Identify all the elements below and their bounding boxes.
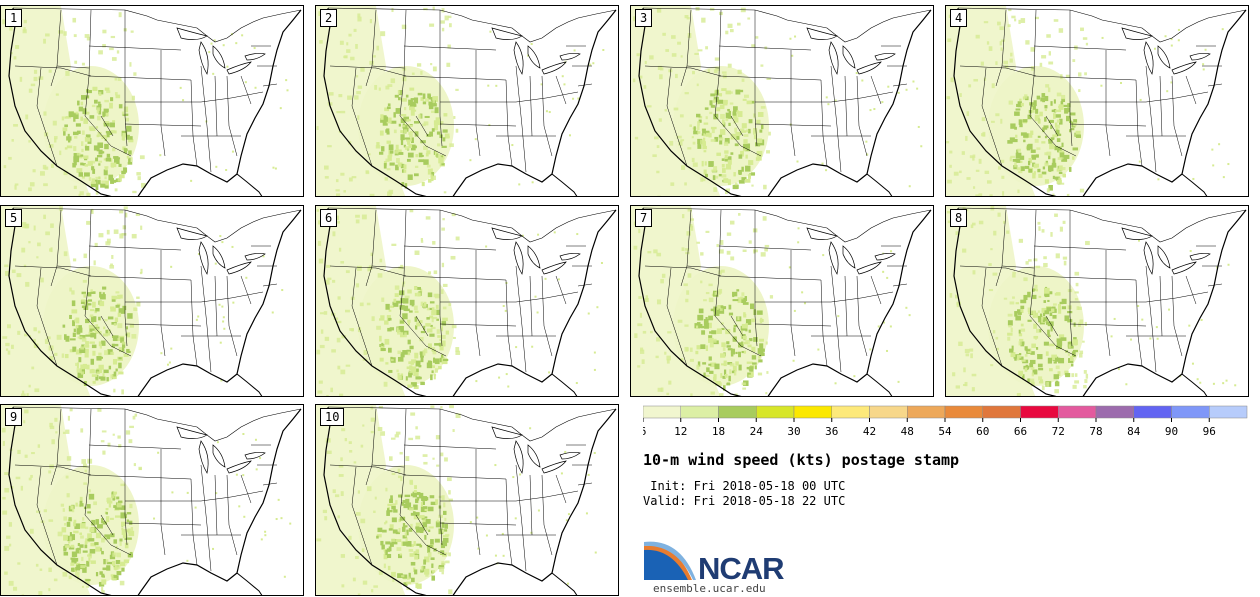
colorbar-tick-label: 24: [750, 425, 764, 438]
wind-speed-map-3: [631, 6, 932, 196]
init-time: Init: Fri 2018-05-18 00 UTC: [643, 479, 846, 493]
colorbar-tick-label: 90: [1165, 425, 1178, 438]
wind-shading: [1, 206, 284, 396]
member-panel-4: 4: [945, 5, 1249, 197]
colorbar-tick-label: 78: [1089, 425, 1102, 438]
member-panel-1: 1: [0, 5, 304, 197]
member-panel-5: 5: [0, 205, 304, 397]
logo-url: ensemble.ucar.edu: [653, 582, 766, 595]
member-panel-2: 2: [315, 5, 619, 197]
colorbar-segment: [831, 405, 870, 419]
member-label: 4: [950, 9, 968, 27]
colorbar-tick-label: 60: [976, 425, 989, 438]
wind-shading: [946, 6, 1230, 196]
political-boundaries: [8, 207, 302, 396]
political-boundaries: [638, 207, 932, 396]
ncar-logo: NCAR: [644, 541, 785, 582]
colorbar-segment: [1020, 405, 1059, 419]
colorbar-segment: [1209, 405, 1248, 419]
colorbar-tick-label: 42: [863, 425, 876, 438]
figure-title: 10-m wind speed (kts) postage stamp: [643, 451, 960, 469]
colorbar-tick-label: 6: [643, 425, 646, 438]
colorbar-tick-label: 96: [1203, 425, 1216, 438]
wind-shading: [631, 206, 911, 396]
member-panel-10: 10: [315, 404, 619, 596]
colorbar-segment: [869, 405, 908, 419]
colorbar-segment: [756, 405, 795, 419]
colorbar-tick-label: 48: [901, 425, 914, 438]
colorbar-segment: [1171, 405, 1210, 419]
wind-shading: [631, 6, 923, 196]
political-boundaries: [8, 406, 302, 595]
colorbar-tick-label: 12: [674, 425, 687, 438]
wind-speed-map-2: [316, 6, 617, 196]
colorbar-segment: [1133, 405, 1172, 419]
member-label: 8: [950, 209, 968, 227]
colorbar-segment: [793, 405, 832, 419]
wind-speed-map-9: [1, 405, 302, 595]
wind-speed-map-10: [316, 405, 617, 595]
wind-speed-map-1: [1, 6, 302, 196]
wind-shading: [1, 6, 289, 196]
political-boundaries: [323, 406, 617, 595]
wind-shading: [946, 206, 1237, 396]
colorbar-tick-label: 54: [938, 425, 952, 438]
political-boundaries: [323, 207, 617, 396]
colorbar-tick-label: 72: [1052, 425, 1065, 438]
political-boundaries: [638, 7, 932, 196]
valid-time: Valid: Fri 2018-05-18 22 UTC: [643, 494, 846, 508]
member-panel-3: 3: [630, 5, 934, 197]
wind-speed-map-7: [631, 206, 932, 396]
colorbar-segment: [944, 405, 983, 419]
colorbar-segment: [718, 405, 757, 419]
colorbar-segment: [643, 405, 681, 419]
colorbar-segment: [907, 405, 946, 419]
wind-shading: [316, 6, 605, 196]
colorbar-tick-label: 18: [712, 425, 725, 438]
member-panel-8: 8: [945, 205, 1249, 397]
colorbar-tick-label: 30: [787, 425, 800, 438]
wind-speed-colorbar: 6 12 18 24 30 36 42 48 54 60 66 72 78 84 90 96: [643, 405, 1248, 438]
member-label: 5: [5, 209, 23, 227]
member-panel-7: 7: [630, 205, 934, 397]
wind-speed-map-6: [316, 206, 617, 396]
member-label: 9: [5, 408, 23, 426]
member-panel-6: 6: [315, 205, 619, 397]
colorbar-tick-label: 84: [1127, 425, 1141, 438]
political-boundaries: [8, 7, 302, 196]
member-label: 7: [635, 209, 653, 227]
member-label: 3: [635, 9, 653, 27]
colorbar-segment: [1095, 405, 1134, 419]
member-label: 10: [320, 408, 345, 426]
political-boundaries: [953, 7, 1247, 196]
wind-speed-map-8: [946, 206, 1247, 396]
colorbar-tick-label: 36: [825, 425, 838, 438]
colorbar-segment: [1058, 405, 1097, 419]
member-panel-9: 9: [0, 404, 304, 596]
member-label: 1: [5, 9, 23, 27]
wind-shading: [316, 405, 597, 595]
member-label: 6: [320, 209, 338, 227]
political-boundaries: [953, 207, 1247, 396]
colorbar-segment: [680, 405, 719, 419]
wind-shading: [316, 206, 603, 396]
wind-speed-map-4: [946, 6, 1247, 196]
wind-speed-map-5: [1, 206, 302, 396]
wind-shading: [1, 405, 292, 595]
colorbar-tick-label: 66: [1014, 425, 1027, 438]
colorbar-segment: [982, 405, 1021, 419]
political-boundaries: [323, 7, 617, 196]
logo-wordmark: NCAR: [698, 551, 784, 582]
member-label: 2: [320, 9, 338, 27]
